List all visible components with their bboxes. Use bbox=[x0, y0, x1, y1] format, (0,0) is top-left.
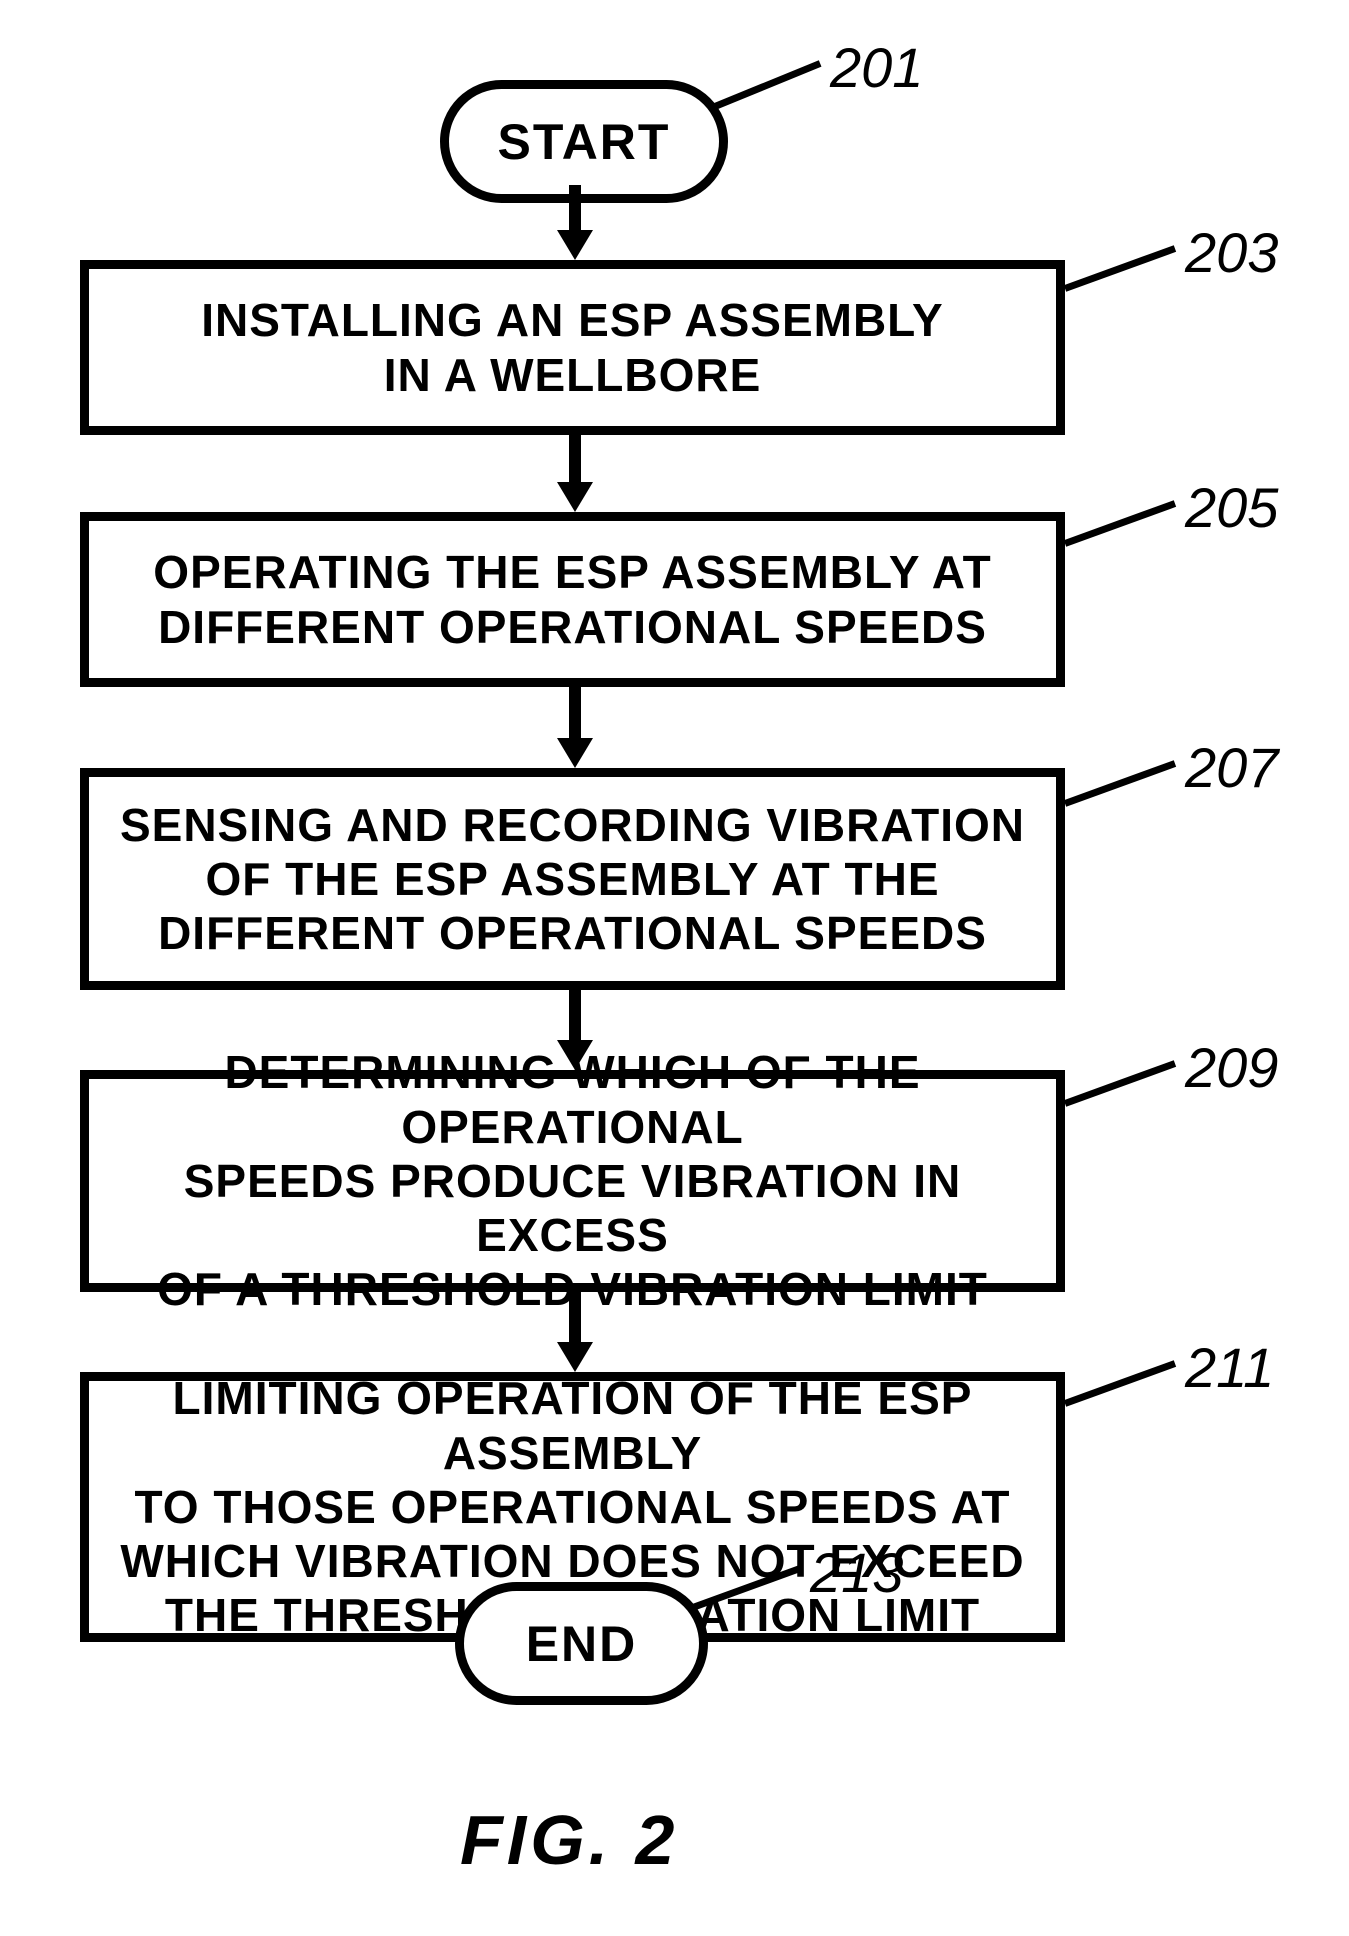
flow-arrow bbox=[569, 990, 581, 1044]
flow-arrow-head-icon bbox=[557, 482, 593, 512]
step-205-text: OPERATING THE ESP ASSEMBLY ATDIFFERENT O… bbox=[153, 545, 991, 654]
end-label: END bbox=[526, 1615, 638, 1673]
callout-leader bbox=[709, 60, 822, 111]
ref-numeral-207: 207 bbox=[1185, 735, 1278, 800]
flow-arrow-head-icon bbox=[557, 738, 593, 768]
step-205: OPERATING THE ESP ASSEMBLY ATDIFFERENT O… bbox=[80, 512, 1065, 687]
flow-arrow-head-icon bbox=[557, 1342, 593, 1372]
flow-arrow bbox=[569, 435, 581, 486]
callout-leader bbox=[1064, 500, 1176, 547]
flow-arrow bbox=[569, 687, 581, 742]
step-209: DETERMINING WHICH OF THE OPERATIONALSPEE… bbox=[80, 1070, 1065, 1292]
step-207-text: SENSING AND RECORDING VIBRATIONOF THE ES… bbox=[120, 798, 1025, 961]
callout-leader bbox=[1064, 1060, 1176, 1107]
figure-caption: FIG. 2 bbox=[460, 1800, 678, 1880]
start-label: START bbox=[498, 113, 671, 171]
step-207: SENSING AND RECORDING VIBRATIONOF THE ES… bbox=[80, 768, 1065, 990]
end-terminator: END bbox=[455, 1582, 708, 1705]
flowchart-canvas: START INSTALLING AN ESP ASSEMBLYIN A WEL… bbox=[0, 0, 1349, 1936]
start-terminator: START bbox=[440, 80, 728, 203]
callout-leader bbox=[1064, 1360, 1176, 1407]
ref-numeral-209: 209 bbox=[1185, 1035, 1278, 1100]
flow-arrow bbox=[569, 185, 581, 234]
step-203: INSTALLING AN ESP ASSEMBLYIN A WELLBORE bbox=[80, 260, 1065, 435]
flow-arrow bbox=[569, 1292, 581, 1346]
ref-numeral-211: 211 bbox=[1185, 1335, 1274, 1400]
ref-numeral-203: 203 bbox=[1185, 220, 1278, 285]
ref-numeral-213: 213 bbox=[810, 1540, 903, 1605]
ref-numeral-201: 201 bbox=[830, 35, 923, 100]
callout-leader bbox=[1064, 245, 1176, 292]
step-203-text: INSTALLING AN ESP ASSEMBLYIN A WELLBORE bbox=[201, 293, 944, 402]
flow-arrow-head-icon bbox=[557, 230, 593, 260]
step-209-text: DETERMINING WHICH OF THE OPERATIONALSPEE… bbox=[109, 1045, 1036, 1316]
callout-leader bbox=[1064, 760, 1176, 807]
flow-arrow-head-icon bbox=[557, 1040, 593, 1070]
ref-numeral-205: 205 bbox=[1185, 475, 1278, 540]
